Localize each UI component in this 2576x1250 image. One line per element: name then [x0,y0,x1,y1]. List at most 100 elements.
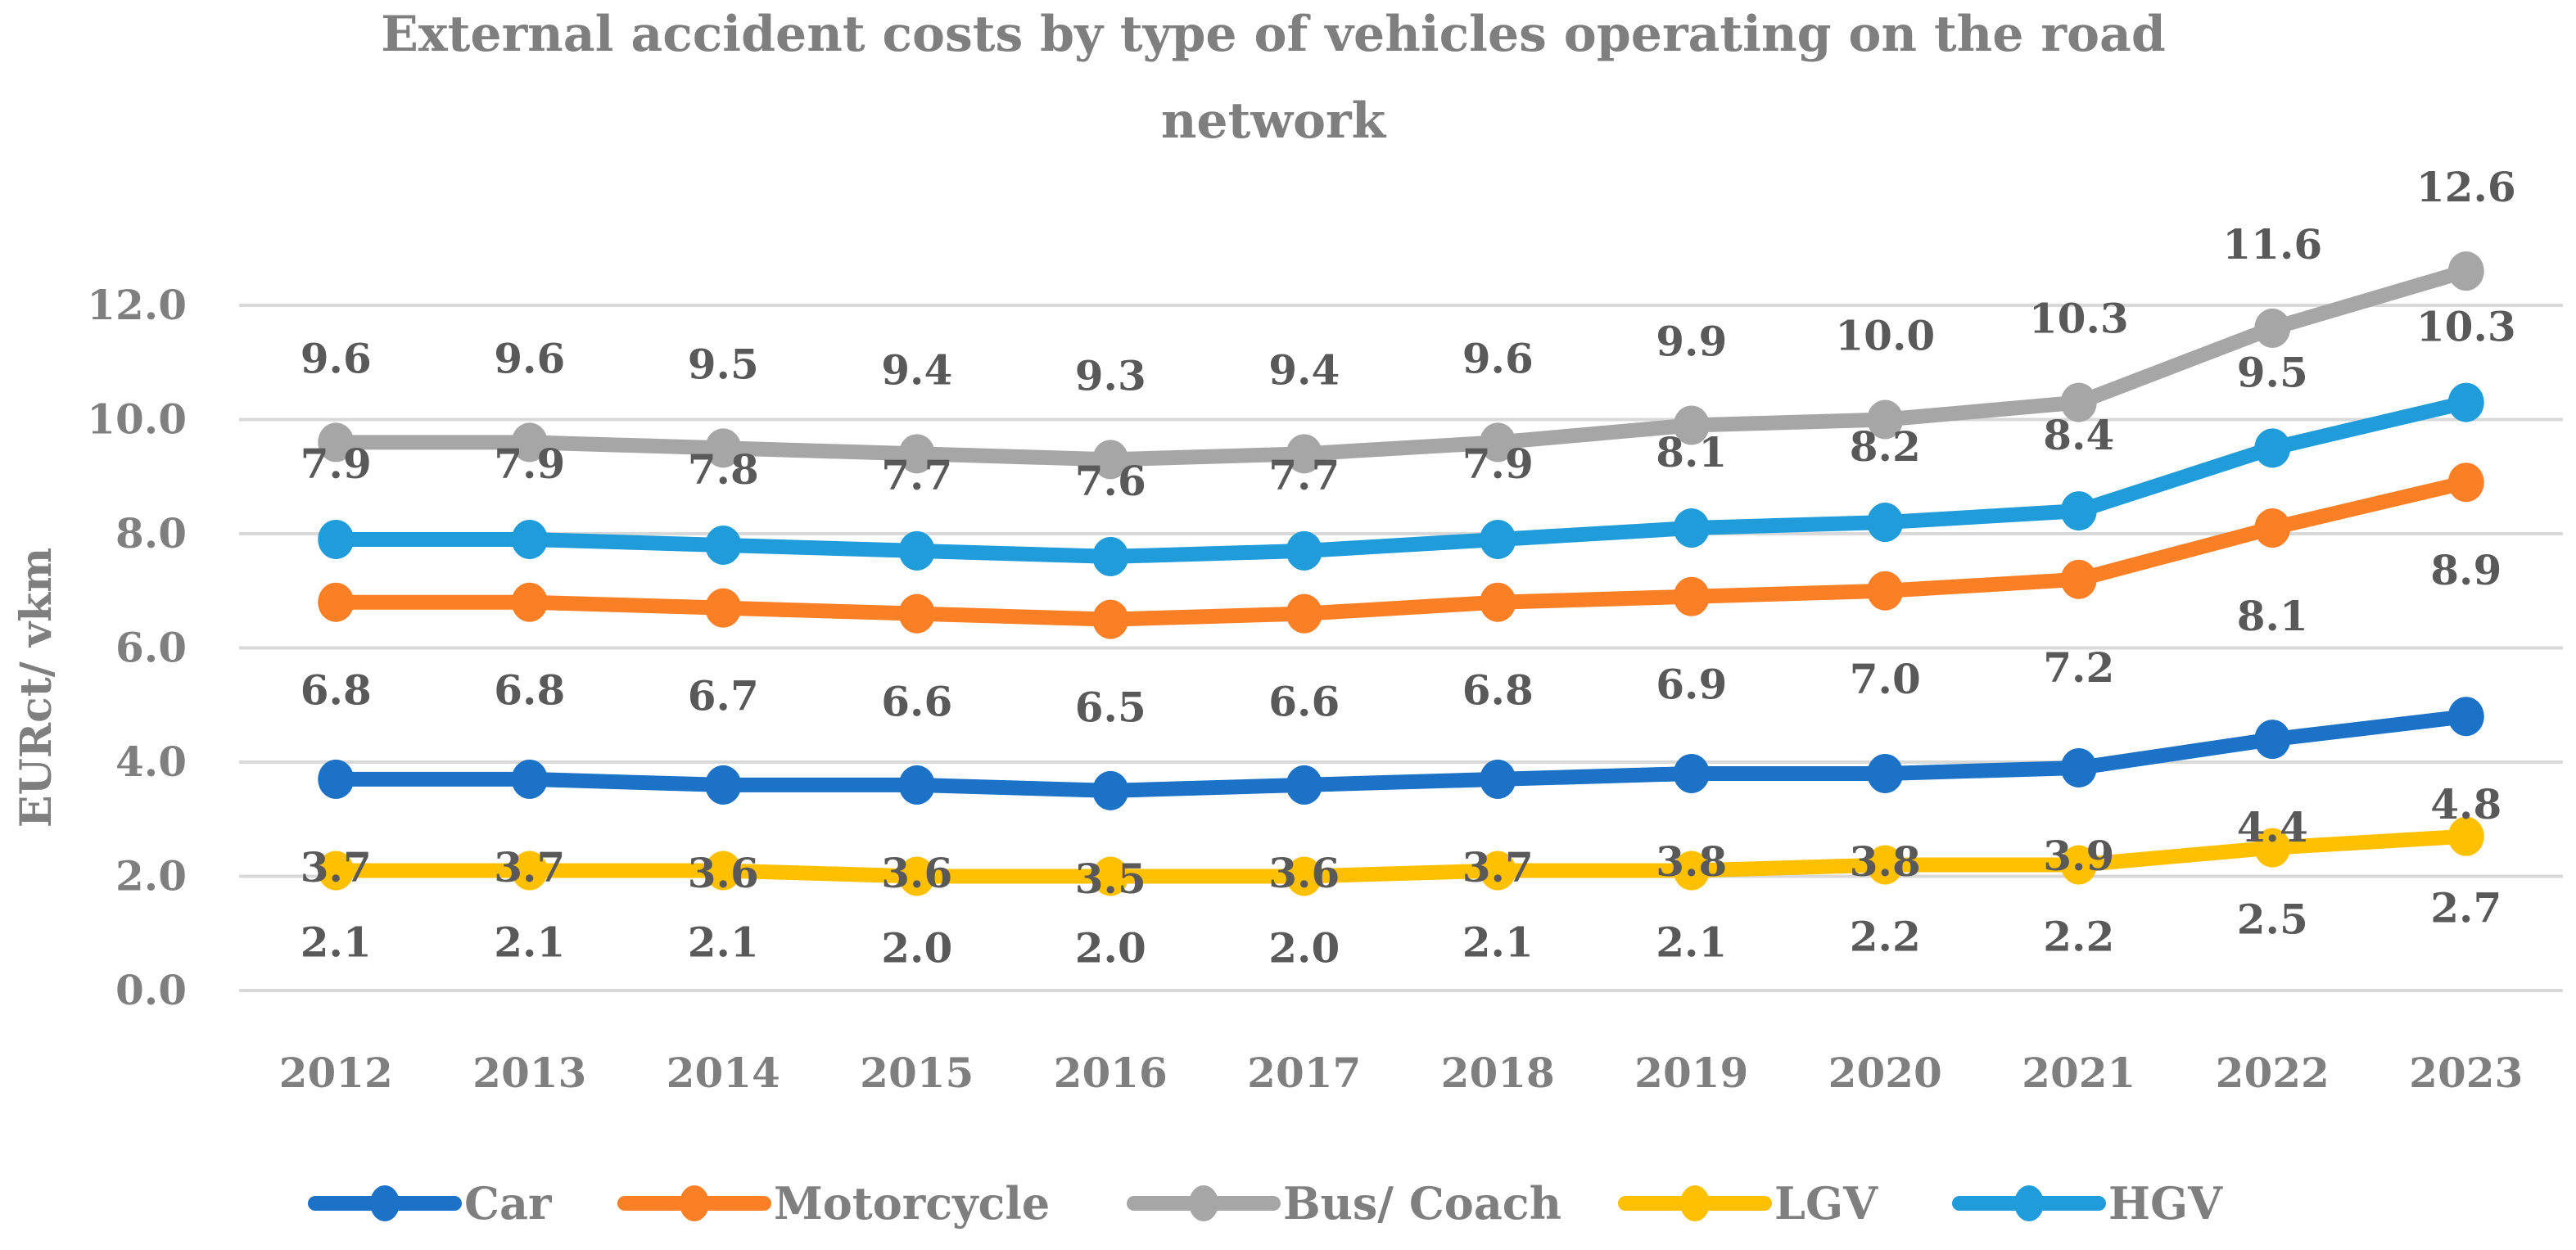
series-line [328,475,2474,627]
data-label: 4.8 [2430,780,2501,828]
data-point [2254,828,2291,868]
data-point [1480,582,1516,622]
data-point [2060,491,2097,531]
y-tick-label: 0.0 [115,966,187,1014]
data-point [2254,720,2291,760]
data-label: 3.7 [494,843,565,891]
legend-marker-icon [370,1185,400,1221]
data-point [1673,576,1710,616]
data-label: 3.5 [1075,855,1146,903]
data-label: 3.8 [1850,837,1921,886]
series-line [328,709,2474,798]
data-point [1092,599,1129,639]
data-label: 7.7 [881,451,952,499]
legend-label: HGV [2108,1177,2223,1230]
data-label: 8.2 [1850,422,1921,471]
data-label: 10.3 [2029,295,2129,343]
legend-label: LGV [1774,1177,1878,1230]
data-label: 6.8 [494,666,565,715]
legend-item: Bus/ Coach [1127,1177,1561,1230]
data-point [1867,503,1904,543]
data-point [318,851,355,891]
series-line [328,395,2474,564]
x-tick-label: 2020 [1828,1049,1942,1097]
data-label: 6.6 [881,678,952,726]
data-label: 8.1 [2237,592,2308,640]
data-point [2447,382,2484,422]
x-tick-label: 2013 [472,1049,586,1097]
y-tick-label: 12.0 [87,281,187,329]
data-point [1673,405,1710,445]
data-label: 7.6 [1075,457,1146,505]
legend-marker-icon [1189,1185,1218,1221]
data-label: 9.4 [881,345,952,394]
data-point [705,765,742,805]
data-label: 9.5 [688,340,759,388]
series-car [318,697,2484,810]
data-label: 7.7 [1268,451,1340,499]
data-point [318,759,355,799]
data-label: 6.8 [1462,666,1534,715]
legend-marker-icon [680,1185,709,1221]
data-point [2447,816,2484,856]
data-point [898,530,935,571]
data-label: 2.2 [2043,913,2114,961]
data-point [1092,536,1129,576]
y-tick-label: 10.0 [87,395,187,444]
data-point [318,519,355,559]
y-tick-label: 8.0 [115,509,187,557]
data-label: 9.5 [2237,348,2308,396]
x-tick-label: 2018 [1441,1049,1555,1097]
data-label: 9.9 [1656,317,1727,365]
y-axis-ticks: 0.0 2.0 4.0 6.0 8.0 10.0 12.0 [87,281,187,1014]
data-label: 2.1 [494,918,565,967]
data-label: 8.9 [2430,546,2501,594]
legend-item: HGV [1952,1177,2223,1230]
data-label: 9.3 [1075,351,1146,399]
data-label: 6.9 [1656,661,1727,709]
series-line [328,828,2474,884]
data-point [1673,851,1710,891]
legend-label: Bus/ Coach [1283,1177,1561,1230]
data-label: 3.9 [2043,832,2114,880]
series-lines [318,251,2484,896]
data-point [2254,308,2291,348]
legend-label: Motorcycle [774,1177,1050,1230]
data-point [2447,697,2484,737]
data-point [898,434,935,474]
data-label: 3.8 [1656,837,1727,886]
data-point [898,593,935,634]
legend-marker-icon [1680,1185,1710,1221]
data-label: 2.0 [881,924,952,972]
data-point [1480,422,1516,463]
legend-label: Car [464,1177,552,1230]
data-label: 10.0 [1835,312,1935,360]
legend-item: Motorcycle [617,1177,1050,1230]
data-label: 7.2 [2043,643,2114,692]
gridlines [239,304,2563,992]
data-label: 9.6 [1462,334,1534,382]
data-point [1286,434,1322,474]
x-tick-label: 2021 [2022,1049,2135,1097]
data-point [1867,571,1904,611]
data-label: 8.4 [2043,411,2114,459]
data-label: 8.1 [1656,428,1727,476]
data-label: 9.4 [1268,345,1340,394]
data-point [1286,765,1322,805]
series-motorcycle [318,463,2484,639]
x-tick-label: 2014 [667,1049,780,1097]
x-tick-label: 2012 [279,1049,393,1097]
data-point [1286,530,1322,571]
data-label: 9.6 [494,334,565,382]
data-point [1673,508,1710,548]
data-point [898,856,935,896]
data-point [705,851,742,891]
data-label: 3.7 [301,843,372,891]
y-tick-label: 4.0 [115,738,187,786]
data-point [511,582,548,622]
data-label: 4.4 [2237,803,2308,851]
data-label: 2.0 [1075,924,1146,972]
x-tick-label: 2022 [2216,1049,2330,1097]
data-point [1092,770,1129,810]
